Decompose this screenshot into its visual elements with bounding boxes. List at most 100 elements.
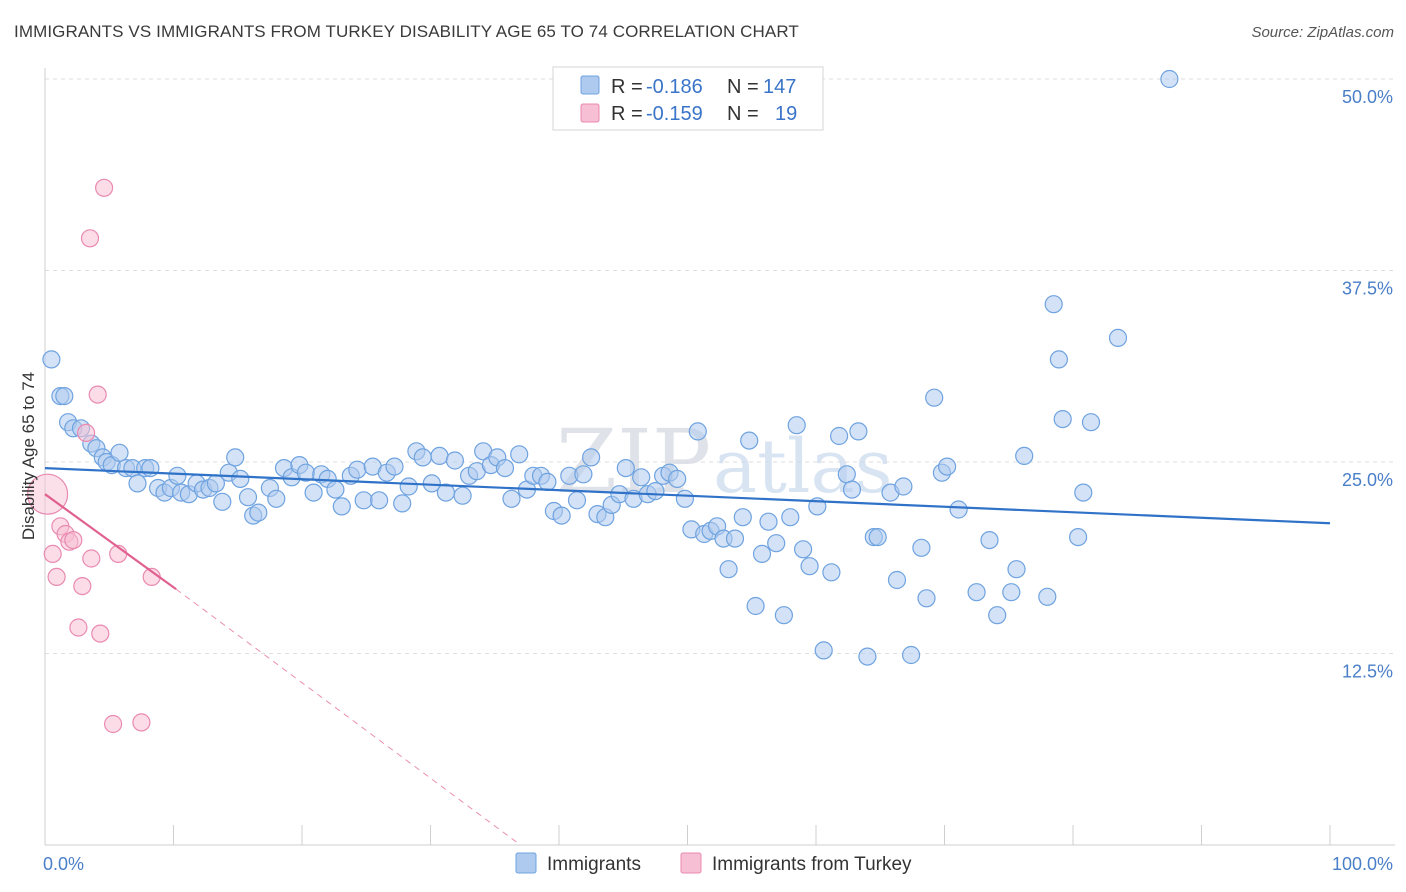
axes xyxy=(44,68,1395,846)
point-immigrants-132 xyxy=(980,530,999,550)
point-immigrants-85 xyxy=(632,468,651,487)
legend-r-value-1: -0.159 xyxy=(646,103,703,125)
x-tick-label-1: 100.0% xyxy=(1332,854,1393,874)
point-turkey-14 xyxy=(94,178,114,197)
point-immigrants-143 xyxy=(1081,413,1101,432)
point-immigrants-131 xyxy=(967,583,986,602)
point-immigrants-30 xyxy=(231,469,250,488)
point-immigrants-120 xyxy=(868,527,887,547)
point-turkey-11 xyxy=(82,549,101,568)
y-tick-label-2: 37.5% xyxy=(1342,279,1393,299)
y-tick-label-1: 25.0% xyxy=(1342,470,1393,490)
point-turkey-13 xyxy=(91,624,110,643)
series-immigrants xyxy=(42,69,1179,666)
point-immigrants-125 xyxy=(912,538,931,557)
point-immigrants-100 xyxy=(733,508,752,527)
point-immigrants-29 xyxy=(226,448,245,467)
legend-swatch-blue xyxy=(580,75,600,95)
point-immigrants-49 xyxy=(370,491,389,510)
point-immigrants-55 xyxy=(413,448,432,467)
point-immigrants-14 xyxy=(128,474,147,493)
x-tick-label-0: 0.0% xyxy=(43,854,84,874)
point-immigrants-105 xyxy=(767,534,786,553)
point-immigrants-77 xyxy=(574,465,593,484)
point-immigrants-99 xyxy=(725,529,745,548)
legend-r-value-0: -0.186 xyxy=(646,76,703,98)
point-immigrants-16 xyxy=(141,459,160,478)
point-immigrants-138 xyxy=(1044,295,1063,314)
point-immigrants-141 xyxy=(1068,527,1088,547)
point-immigrants-44 xyxy=(332,497,351,516)
point-immigrants-46 xyxy=(348,460,367,479)
legend-n-label-1: N = xyxy=(727,103,759,125)
trend-lines xyxy=(44,467,1331,846)
point-turkey-8 xyxy=(73,576,92,596)
point-immigrants-140 xyxy=(1053,410,1072,429)
point-immigrants-135 xyxy=(1007,560,1026,579)
point-immigrants-40 xyxy=(304,483,323,502)
trend-line-turkey-extension xyxy=(175,588,521,846)
point-immigrants-118 xyxy=(858,647,877,666)
bottom-legend: Immigrants Immigrants from Turkey xyxy=(515,852,912,875)
point-immigrants-113 xyxy=(822,563,841,582)
chart-title: IMMIGRANTS VS IMMIGRANTS FROM TURKEY DIS… xyxy=(14,22,799,41)
legend-n-value-1: 19 xyxy=(775,103,797,125)
bottom-legend-turkey: Immigrants from Turkey xyxy=(712,854,912,875)
point-immigrants-145 xyxy=(1160,69,1179,89)
point-immigrants-2 xyxy=(55,387,74,406)
point-immigrants-129 xyxy=(937,457,957,476)
point-immigrants-139 xyxy=(1049,350,1069,369)
point-immigrants-93 xyxy=(688,422,707,441)
point-immigrants-35 xyxy=(267,489,286,508)
point-immigrants-110 xyxy=(800,557,819,576)
point-immigrants-130 xyxy=(949,500,968,519)
bottom-legend-swatch-blue xyxy=(515,852,537,874)
legend-r-label-1: R = xyxy=(611,103,643,125)
y-tick-label-3: 50.0% xyxy=(1342,87,1393,107)
point-immigrants-142 xyxy=(1074,483,1093,502)
point-immigrants-87 xyxy=(646,482,665,501)
y-tick-labels: 12.5% 25.0% 37.5% 50.0% xyxy=(1342,87,1393,682)
point-immigrants-144 xyxy=(1108,328,1128,347)
point-turkey-7 xyxy=(69,618,88,637)
point-immigrants-47 xyxy=(354,491,373,510)
point-immigrants-103 xyxy=(752,544,772,564)
point-immigrants-117 xyxy=(849,422,868,441)
point-immigrants-106 xyxy=(774,606,794,625)
point-turkey-17 xyxy=(132,713,151,732)
point-immigrants-91 xyxy=(675,489,695,508)
point-immigrants-78 xyxy=(581,448,601,467)
legend: R = -0.186 N = 147 R = -0.159 N = 19 xyxy=(552,66,824,131)
point-immigrants-20 xyxy=(168,466,187,485)
point-immigrants-74 xyxy=(552,506,571,525)
point-immigrants-76 xyxy=(567,491,587,510)
point-immigrants-0 xyxy=(42,350,61,369)
legend-n-value-0: 147 xyxy=(763,76,796,98)
point-immigrants-59 xyxy=(445,451,464,470)
point-immigrants-33 xyxy=(249,503,268,522)
point-turkey-2 xyxy=(47,567,66,587)
point-immigrants-133 xyxy=(988,606,1007,625)
point-immigrants-90 xyxy=(668,469,687,488)
legend-swatch-pink xyxy=(580,103,600,123)
point-immigrants-72 xyxy=(538,472,557,491)
point-immigrants-11 xyxy=(110,443,129,462)
point-immigrants-127 xyxy=(925,388,944,407)
point-turkey-12 xyxy=(88,385,107,404)
y-tick-label-0: 12.5% xyxy=(1342,662,1393,682)
point-immigrants-123 xyxy=(894,477,913,496)
point-immigrants-57 xyxy=(430,446,449,465)
point-immigrants-52 xyxy=(393,494,412,513)
point-immigrants-108 xyxy=(787,416,806,435)
bottom-legend-immigrants: Immigrants xyxy=(547,854,641,875)
point-immigrants-102 xyxy=(746,596,765,616)
point-immigrants-126 xyxy=(917,589,936,608)
point-immigrants-83 xyxy=(616,459,635,478)
point-turkey-10 xyxy=(80,229,100,248)
point-immigrants-115 xyxy=(837,465,856,484)
point-turkey-9 xyxy=(76,423,96,442)
trend-line-turkey xyxy=(44,493,177,591)
point-turkey-1 xyxy=(43,544,62,564)
point-immigrants-124 xyxy=(901,645,921,665)
